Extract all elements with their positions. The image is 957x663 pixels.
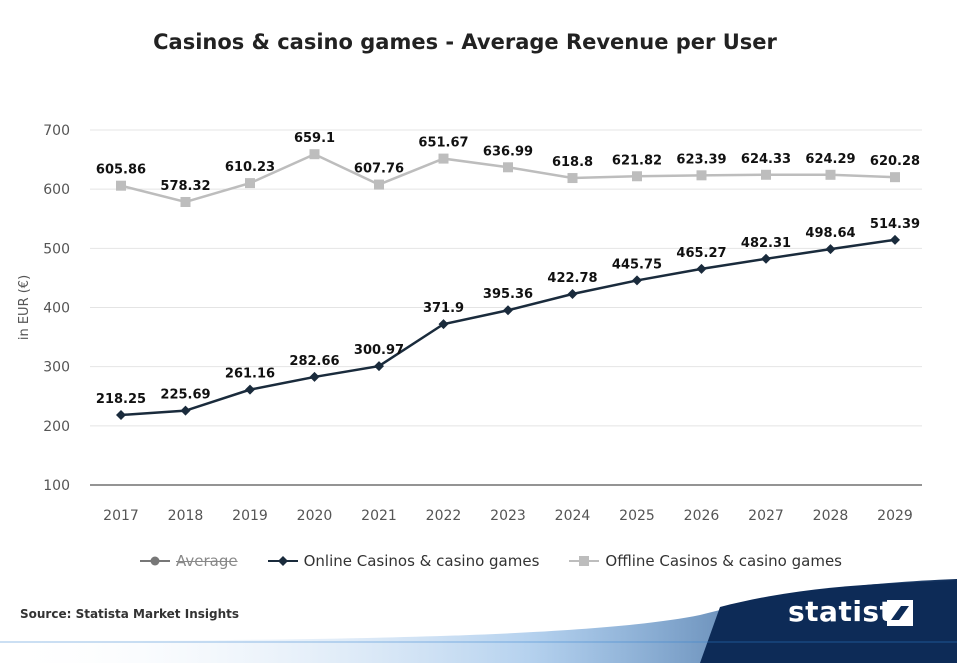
data-point (825, 244, 836, 255)
data-label: 395.36 (483, 287, 533, 302)
data-label: 659.1 (294, 131, 335, 146)
y-tick-label: 300 (43, 360, 70, 376)
data-label: 282.66 (289, 354, 339, 369)
data-point (116, 410, 126, 421)
chart-legend: Average Online Casinos & casino games Of… (140, 552, 872, 570)
data-label: 624.29 (805, 152, 855, 167)
x-tick-label: 2027 (748, 508, 784, 524)
x-tick-label: 2026 (684, 508, 720, 524)
y-tick-label: 600 (43, 182, 70, 198)
x-tick-label: 2018 (168, 508, 204, 524)
x-tick-label: 2021 (361, 508, 397, 524)
y-axis-label: in EUR (€) (17, 275, 32, 340)
data-point (890, 234, 900, 245)
data-point (761, 169, 771, 180)
data-label: 514.39 (870, 217, 920, 232)
data-point (890, 172, 900, 183)
y-tick-label: 100 (43, 478, 70, 494)
data-point (503, 305, 513, 316)
x-tick-label: 2025 (619, 508, 655, 524)
x-tick-label: 2019 (232, 508, 268, 524)
x-tick-label: 2023 (490, 508, 526, 524)
data-label: 610.23 (225, 160, 275, 175)
data-label: 445.75 (612, 257, 662, 272)
data-point (825, 169, 836, 180)
data-label: 578.32 (160, 179, 210, 194)
data-point (180, 196, 191, 207)
data-label: 498.64 (805, 226, 855, 241)
y-tick-label: 700 (43, 123, 70, 139)
x-tick-label: 2028 (813, 508, 849, 524)
series-line (120, 238, 896, 417)
chart-title: Casinos & casino games - Average Revenue… (153, 30, 777, 54)
data-label: 607.76 (354, 162, 404, 177)
data-point (567, 173, 578, 184)
data-label: 605.86 (96, 163, 146, 178)
y-tick-label: 400 (43, 301, 70, 317)
data-label: 218.25 (96, 392, 146, 407)
data-label: 422.78 (547, 271, 597, 286)
x-tick-label: 2029 (877, 508, 913, 524)
data-point (245, 384, 255, 395)
square-marker-icon (569, 556, 600, 566)
legend-label-online: Online Casinos & casino games (303, 552, 540, 570)
data-label: 621.82 (612, 153, 662, 168)
x-tick-label: 2022 (426, 508, 462, 524)
legend-label-average: Average (176, 552, 238, 570)
legend-item-average[interactable]: Average (140, 552, 238, 570)
y-tick-label: 200 (43, 419, 70, 435)
statista-logo-icon (887, 600, 913, 626)
source-note: Source: Statista Market Insights (20, 607, 239, 621)
data-label: 371.9 (423, 301, 464, 316)
data-label: 624.33 (741, 152, 791, 167)
x-tick-label: 2024 (555, 508, 591, 524)
data-point (438, 153, 449, 164)
data-label: 482.31 (741, 236, 791, 251)
data-point (503, 162, 513, 173)
data-label: 623.39 (676, 152, 726, 167)
data-label: 261.16 (225, 367, 275, 382)
data-label: 651.67 (418, 136, 468, 151)
legend-item-offline[interactable]: Offline Casinos & casino games (569, 552, 842, 570)
y-tick-label: 500 (43, 241, 70, 257)
data-label: 620.28 (870, 154, 920, 169)
data-point (180, 405, 191, 416)
line-chart: 100 200 300 400 500 600 700 in EUR (€) 2017 2018 2… (17, 123, 922, 524)
diamond-marker-icon (267, 556, 298, 566)
x-tick-label: 2020 (297, 508, 333, 524)
data-label: 225.69 (160, 388, 210, 403)
data-point (632, 275, 642, 286)
data-point (245, 178, 255, 189)
data-label: 465.27 (676, 246, 726, 261)
data-point (309, 149, 320, 160)
data-point (567, 289, 578, 300)
data-point (309, 371, 320, 382)
data-label: 300.97 (354, 343, 404, 358)
data-point (438, 319, 449, 330)
data-point (632, 171, 642, 182)
data-point (116, 180, 126, 191)
data-point (374, 179, 384, 190)
legend-label-offline: Offline Casinos & casino games (605, 552, 842, 570)
data-label: 618.8 (552, 155, 593, 170)
data-point (374, 361, 384, 372)
data-point (696, 263, 707, 274)
data-label: 636.99 (483, 144, 533, 159)
x-tick-label: 2017 (103, 508, 139, 524)
legend-item-online[interactable]: Online Casinos & casino games (267, 552, 540, 570)
circle-marker-icon (140, 556, 170, 566)
data-point (761, 253, 771, 264)
data-point (696, 170, 707, 181)
